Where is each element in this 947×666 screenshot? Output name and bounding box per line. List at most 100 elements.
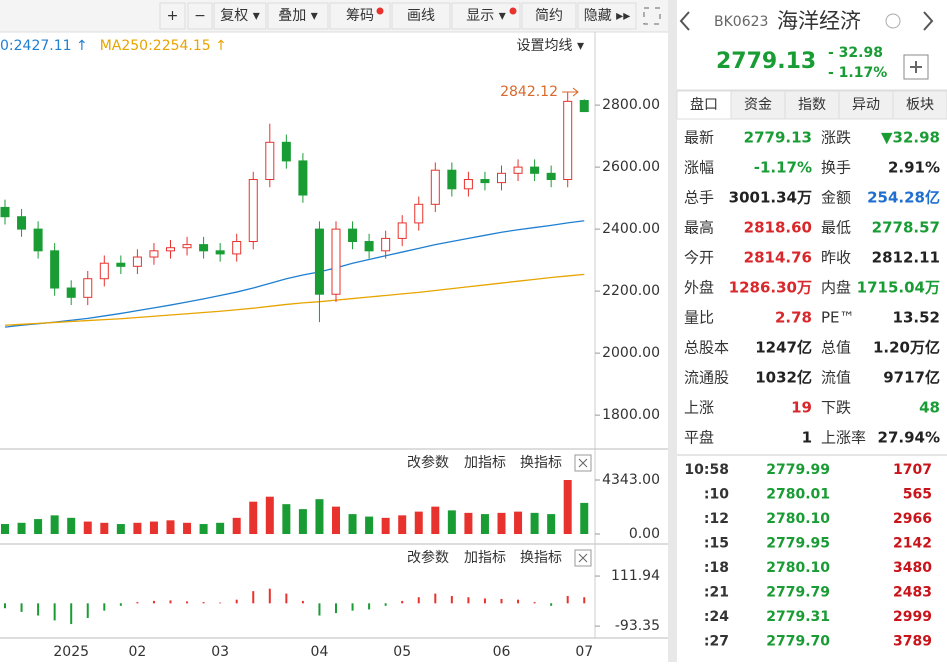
prev-arrow[interactable] — [679, 11, 690, 31]
stat-value: 2812.11 — [872, 249, 940, 267]
stat-value: 9717亿 — [883, 369, 940, 387]
tab[interactable] — [838, 90, 894, 120]
trade-price: 2779.99 — [766, 462, 830, 478]
toolbar-button[interactable] — [159, 2, 186, 30]
toolbar-button[interactable] — [577, 2, 637, 30]
panel-button[interactable]: 换指标 — [520, 549, 562, 566]
panel-button[interactable]: 换指标 — [520, 454, 562, 471]
bar — [447, 510, 456, 534]
y-tick-label: 1800.00 — [602, 407, 660, 423]
price: 2779.13 — [716, 49, 816, 74]
stat-label: 总值 — [821, 339, 851, 357]
bar — [83, 521, 92, 534]
trade-time: :18 — [704, 560, 729, 576]
stat-value: 3001.34万 — [729, 189, 812, 207]
bar — [563, 479, 572, 534]
toolbar-button[interactable] — [267, 2, 329, 30]
tab[interactable] — [730, 90, 786, 120]
change-pct: - 1.17% — [828, 65, 887, 81]
trade-volume: 3789 — [893, 634, 932, 650]
y-tick-label: 4343.00 — [602, 472, 660, 488]
toolbar-button[interactable] — [187, 2, 213, 30]
tab-label: 盘口 — [690, 96, 718, 113]
toolbar-button[interactable] — [521, 2, 577, 30]
stat-label: 内盘 — [821, 279, 851, 297]
bar — [100, 522, 109, 534]
candle-body — [331, 228, 341, 295]
bar — [467, 597, 470, 604]
stat-label: 下跌 — [821, 399, 851, 417]
add-button[interactable] — [903, 54, 929, 80]
panel-button[interactable]: 加指标 — [464, 550, 506, 566]
badge-dot — [376, 7, 384, 15]
stat-value: 1.20万亿 — [873, 339, 940, 357]
bar — [464, 512, 473, 534]
bar — [216, 522, 225, 534]
bar — [103, 603, 106, 611]
trade-price: 2780.10 — [766, 560, 830, 576]
bar — [315, 499, 324, 534]
stat-label: 最低 — [821, 219, 851, 237]
bar — [249, 501, 258, 534]
bar — [480, 514, 489, 534]
trade-price: 2779.70 — [766, 634, 830, 650]
trade-volume: 1707 — [893, 462, 932, 478]
stat-label: 平盘 — [684, 429, 714, 447]
bar — [298, 509, 307, 534]
max-label: 2842.12 — [500, 84, 558, 100]
close-icon — [578, 458, 588, 563]
panel-button[interactable]: 改参数 — [407, 549, 449, 566]
fullscreen-icon[interactable] — [643, 7, 661, 25]
x-tick-label: 05 — [393, 644, 411, 660]
bar — [332, 506, 340, 534]
candle-body — [314, 228, 324, 295]
bar — [232, 517, 241, 534]
toolbar-button[interactable] — [391, 2, 451, 30]
bar — [431, 506, 440, 534]
stat-label: 总手 — [684, 189, 714, 207]
bar — [583, 597, 586, 604]
bar — [70, 603, 73, 625]
bar — [348, 514, 357, 534]
tab[interactable] — [892, 90, 947, 120]
toolbar-button[interactable] — [213, 2, 267, 30]
toolbar-label: 隐藏 ▸▸ — [584, 8, 631, 24]
candle-body — [364, 241, 374, 252]
bar — [368, 603, 371, 610]
candle-body — [83, 278, 93, 298]
candle-body — [0, 206, 10, 218]
tab[interactable] — [676, 90, 732, 120]
bar — [20, 603, 23, 612]
stat-value: 254.28亿 — [867, 189, 940, 207]
candle-body — [348, 228, 358, 243]
toolbar-button[interactable] — [329, 2, 391, 30]
next-arrow[interactable] — [923, 11, 934, 31]
ma-settings[interactable]: 设置均线 ▾ — [517, 38, 584, 54]
tab-label: 指数 — [798, 97, 826, 113]
info-icon[interactable] — [885, 13, 901, 29]
trade-time: :27 — [704, 634, 729, 650]
candle-body — [397, 222, 407, 239]
trade-time: :12 — [704, 511, 729, 527]
stat-label: 上涨 — [684, 399, 714, 417]
candle-body — [132, 256, 142, 267]
tab[interactable] — [784, 90, 840, 120]
stat-value: 1 — [802, 429, 812, 447]
tab-label: 资金 — [744, 97, 772, 113]
ma-legend: MA250:2254.15 ↑ — [100, 38, 227, 54]
candle-body — [265, 141, 275, 181]
stat-value: 27.94% — [878, 429, 940, 447]
toolbar-button[interactable] — [451, 2, 521, 30]
splitter[interactable] — [668, 0, 677, 662]
stat-value: 2779.13 — [744, 129, 812, 147]
toolbar-label: 筹码 — [346, 7, 374, 24]
bar — [119, 603, 122, 606]
bar — [285, 593, 288, 604]
panel-button[interactable]: 加指标 — [464, 455, 506, 471]
candle-body — [33, 228, 43, 252]
x-tick-label: 04 — [311, 644, 329, 660]
panel-button[interactable]: 改参数 — [407, 454, 449, 471]
bar — [186, 601, 189, 604]
bar — [34, 519, 43, 534]
candle-body — [149, 250, 159, 258]
